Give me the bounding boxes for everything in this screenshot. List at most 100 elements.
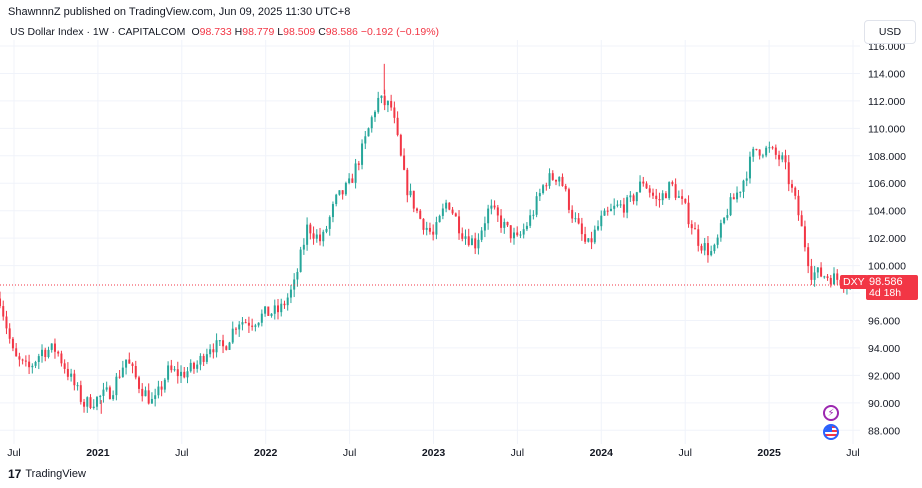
lightning-icon[interactable]: ⚡ [823,405,839,421]
candle-body [800,215,803,227]
candle-body [406,169,409,196]
candle-body [328,217,331,229]
candle-body [299,249,302,272]
candle-body [254,325,257,327]
candle-body [742,180,745,192]
candle-body [674,184,677,198]
candle-body [703,243,706,251]
candle-body [629,195,632,198]
candle-body [364,136,367,144]
candle-body [813,272,816,280]
candle-body [677,196,680,198]
logo-text: TradingView [25,468,86,480]
candle-body [816,267,819,273]
candle-body [752,148,755,157]
time-tick-label: 2025 [757,447,781,459]
candle-body [748,156,751,179]
candle-body [458,216,461,234]
candle-body [784,155,787,163]
candle-body [671,182,674,185]
time-tick-label: Jul [7,447,20,459]
publish-attribution: ShawnnnZ published on TradingView.com, J… [8,6,351,18]
last-price-tag: 98.586 [866,275,918,289]
candle-body [648,188,651,193]
price-tick-label: 116.000 [868,41,905,53]
candle-body [732,197,735,200]
candle-body [661,193,664,201]
tradingview-logo[interactable]: 17 TradingView [8,467,86,481]
candle-body [490,205,493,209]
candle-body [548,173,551,186]
candle-body [561,176,564,186]
open-value: 98.733 [199,26,232,38]
candle-body [755,148,758,150]
candle-body [493,205,496,208]
candle-body [642,181,645,184]
candle-body [729,197,732,216]
price-tick-label: 110.000 [868,123,905,135]
candle-body [228,342,231,350]
candle-body [18,356,21,360]
candle-body [706,243,709,256]
candle-body [354,163,357,183]
candle-body [76,385,79,387]
candle-body [241,322,244,325]
candle-body [348,178,351,183]
candle-body [416,208,419,211]
candle-body [24,360,27,362]
candle-body [584,234,587,242]
candle-body [44,349,47,358]
candle-body [697,229,700,246]
candle-body [92,406,95,408]
currency-button[interactable]: USD [864,20,916,44]
candle-body [597,226,600,230]
candle-body [522,229,525,235]
price-tick-label: 88.000 [868,425,900,437]
candle-body [619,204,622,206]
candle-body [57,351,60,354]
candle-body [574,218,577,220]
candle-body [367,128,370,137]
candle-body [778,154,781,160]
candle-body [626,197,629,213]
time-tick-label: 2021 [86,447,110,459]
candle-body [690,224,693,229]
candle-body [445,202,448,209]
candle-body [351,178,354,183]
candle-body [264,306,267,314]
candle-body [609,208,612,212]
candle-body [833,273,836,285]
candle-body [794,187,797,196]
high-label: H [234,26,243,38]
candle-body [681,196,684,199]
candle-body [739,191,742,193]
time-tick-label: Jul [678,447,691,459]
candle-body [247,322,250,326]
candle-body [83,401,86,407]
candle-body [716,237,719,245]
price-tick-label: 96.000 [868,315,900,327]
candle-body [218,340,221,342]
time-tick-label: 2022 [254,447,278,459]
candle-body [138,377,141,389]
candle-body [606,210,609,212]
candle-body [15,348,18,357]
candle-body [736,192,739,200]
candle-body [11,338,14,349]
candle-body [774,147,777,155]
candle-body [500,215,503,228]
candle-body [428,227,431,232]
us-flag-icon[interactable] [823,424,839,440]
candle-body [435,222,438,235]
candle-body [8,328,11,339]
candle-body [719,223,722,238]
candle-body [377,97,380,112]
candle-body [487,208,490,224]
candle-body [267,306,270,316]
candle-body [325,228,328,232]
candle-body [506,221,509,226]
candle-body [632,195,635,202]
candle-body [694,228,697,230]
candle-body [2,306,5,317]
